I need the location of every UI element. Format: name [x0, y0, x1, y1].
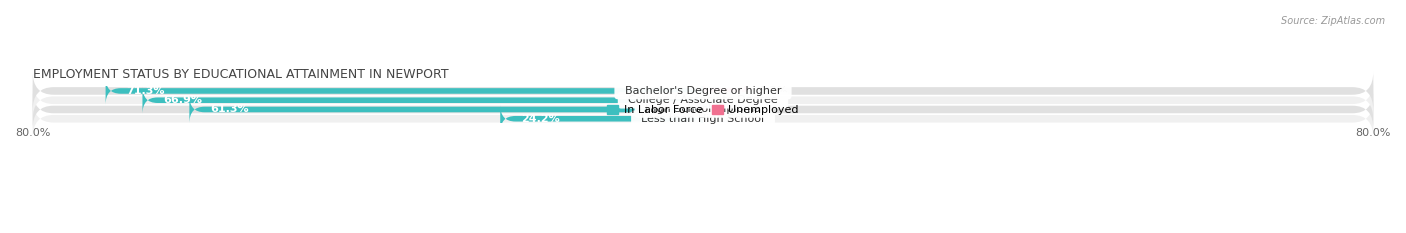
FancyBboxPatch shape: [105, 77, 703, 105]
Text: EMPLOYMENT STATUS BY EDUCATIONAL ATTAINMENT IN NEWPORT: EMPLOYMENT STATUS BY EDUCATIONAL ATTAINM…: [32, 68, 449, 81]
Text: 5.2%: 5.2%: [759, 86, 787, 96]
Text: Bachelor's Degree or higher: Bachelor's Degree or higher: [617, 86, 789, 96]
Text: 0.0%: 0.0%: [716, 114, 744, 124]
FancyBboxPatch shape: [142, 86, 703, 114]
Text: 1.8%: 1.8%: [731, 104, 759, 114]
Legend: In Labor Force, Unemployed: In Labor Force, Unemployed: [603, 101, 803, 120]
Text: 61.3%: 61.3%: [211, 104, 249, 114]
Text: 71.3%: 71.3%: [127, 86, 165, 96]
FancyBboxPatch shape: [32, 99, 1374, 138]
FancyBboxPatch shape: [501, 105, 703, 133]
Text: Less than High School: Less than High School: [634, 114, 772, 124]
Text: 24.2%: 24.2%: [522, 114, 560, 124]
FancyBboxPatch shape: [703, 96, 718, 123]
Text: College / Associate Degree: College / Associate Degree: [621, 95, 785, 105]
Text: High School Diploma: High School Diploma: [638, 104, 768, 114]
Text: 0.0%: 0.0%: [716, 95, 744, 105]
Text: 66.9%: 66.9%: [163, 95, 202, 105]
FancyBboxPatch shape: [703, 77, 747, 105]
FancyBboxPatch shape: [32, 72, 1374, 110]
FancyBboxPatch shape: [32, 81, 1374, 120]
FancyBboxPatch shape: [190, 96, 703, 123]
FancyBboxPatch shape: [32, 90, 1374, 129]
Text: Source: ZipAtlas.com: Source: ZipAtlas.com: [1281, 16, 1385, 26]
